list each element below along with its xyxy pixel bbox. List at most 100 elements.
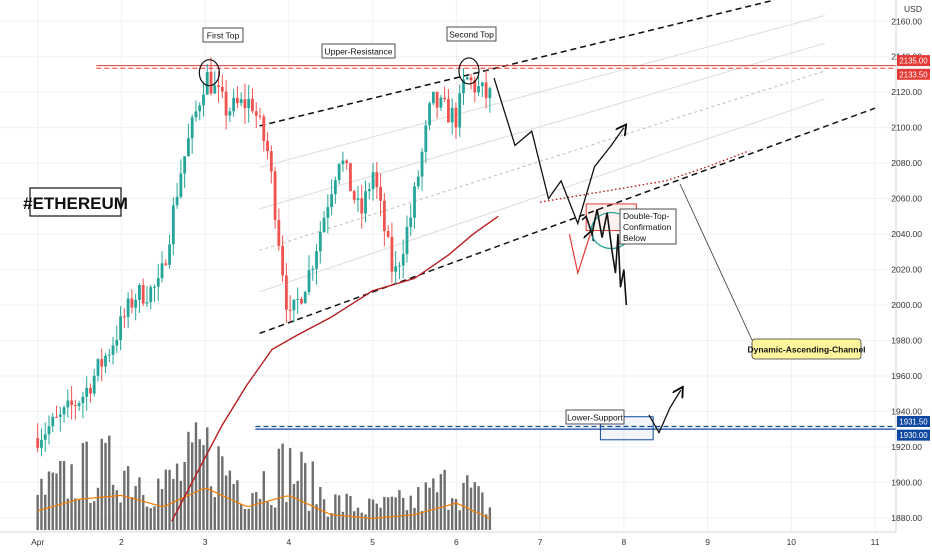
candle-body (454, 107, 458, 128)
candle-body (303, 292, 307, 304)
price-tick-label: 2000.00 (891, 300, 922, 310)
volume-bar (334, 494, 337, 530)
volume-bar (138, 477, 141, 530)
volume-bar (417, 487, 420, 530)
volume-bar (315, 504, 318, 530)
candle-layer (36, 57, 492, 457)
volume-bar (100, 438, 103, 530)
volume-bar (484, 514, 488, 530)
volume-bar (383, 496, 386, 530)
volume-bar (345, 493, 348, 530)
price-tag-box (897, 55, 930, 67)
volume-bar (454, 499, 458, 530)
currency-label: USD (904, 4, 922, 14)
candle-body (51, 416, 55, 427)
candle-body (209, 72, 213, 94)
candle-body (379, 187, 382, 201)
price-tick-label: 1920.00 (891, 442, 922, 452)
volume-bar (258, 498, 262, 530)
candle-body (473, 80, 477, 93)
volume-bar (386, 497, 390, 530)
volume-bar (379, 507, 382, 530)
volume-bar (270, 504, 273, 530)
candle-body (390, 236, 394, 272)
candle-body (251, 98, 254, 112)
candle-body (398, 265, 401, 267)
candle-body (435, 91, 439, 108)
volume-layer (36, 422, 492, 530)
candle-body (243, 99, 247, 109)
candle-body (190, 117, 194, 139)
dynamic-channel-label-box (751, 338, 862, 360)
channel-fan-line (259, 98, 825, 293)
candle-body (187, 138, 190, 157)
volume-bar (402, 497, 405, 530)
candle-body (198, 105, 202, 112)
price-tick-label: 2060.00 (891, 194, 922, 204)
price-tag-label: 2135.00 (899, 57, 928, 66)
volume-bar (104, 442, 107, 530)
ma-long-line (171, 215, 499, 522)
volume-bar (44, 494, 47, 530)
red-retest-arrow (568, 234, 590, 276)
volume-bar (311, 461, 314, 530)
volume-bar (221, 456, 224, 530)
volume-bar (224, 475, 228, 530)
volume-bar (360, 512, 363, 530)
double-top-label-line2: Confirmation (623, 222, 671, 232)
volume-bar (409, 495, 412, 530)
time-axis[interactable]: Apr 2 3 4 5 6 7 8 9 10 11 (31, 537, 880, 547)
price-axis[interactable]: 1880.00 1900.00 1920.00 1940.00 1960.00 1980.… (891, 16, 922, 523)
candle-body (382, 200, 386, 232)
time-tick-label: 8 (621, 537, 626, 547)
ma-projection-line (539, 150, 750, 203)
second-top-label: Second Top (449, 30, 494, 40)
candle-body (443, 97, 447, 100)
time-tick-label: 3 (203, 537, 208, 547)
candle-body (213, 85, 217, 94)
volume-bar (353, 511, 356, 530)
candle-body (394, 266, 398, 272)
price-tick-label: 2100.00 (891, 123, 922, 133)
volume-bar (119, 502, 122, 530)
volume-bar (157, 478, 160, 530)
candle-body (202, 94, 205, 106)
candle-body (326, 207, 330, 218)
time-tick-label: 6 (454, 537, 459, 547)
lower-support-label: Lower-Support (567, 413, 623, 423)
volume-bar (66, 498, 70, 530)
candle-body (220, 86, 224, 92)
price-tick-label: 2080.00 (891, 158, 922, 168)
candle-body (311, 268, 315, 271)
volume-bar (450, 498, 454, 530)
candle-body (345, 160, 349, 164)
volume-bar (93, 501, 96, 530)
candle-body (439, 97, 443, 108)
candle-body (477, 86, 480, 93)
candle-body (450, 107, 454, 123)
candle-body (62, 407, 66, 415)
price-tag-label: 1930.00 (899, 431, 928, 440)
dynamic-channel-label: Dynamic-Ascending-Channel (747, 345, 865, 355)
volume-bar (394, 497, 397, 530)
candle-body (431, 91, 435, 104)
volume-bar (179, 480, 183, 530)
candle-body (349, 163, 352, 192)
volume-bar (228, 470, 232, 530)
projection-path (493, 77, 624, 226)
volume-bar (322, 499, 326, 530)
symbol-label: #ETHEREUM (23, 194, 128, 213)
candle-body (292, 299, 296, 311)
candle-body (465, 77, 469, 80)
volume-bar (213, 497, 216, 530)
volume-ma-line (37, 487, 491, 520)
upper-resistance-label-box (321, 43, 396, 59)
price-tag-box (897, 68, 930, 80)
candle-body (194, 111, 198, 118)
candle-body (232, 97, 236, 112)
candle-body (401, 254, 405, 266)
candle-body (149, 287, 153, 303)
time-tick-label: 11 (871, 537, 880, 547)
